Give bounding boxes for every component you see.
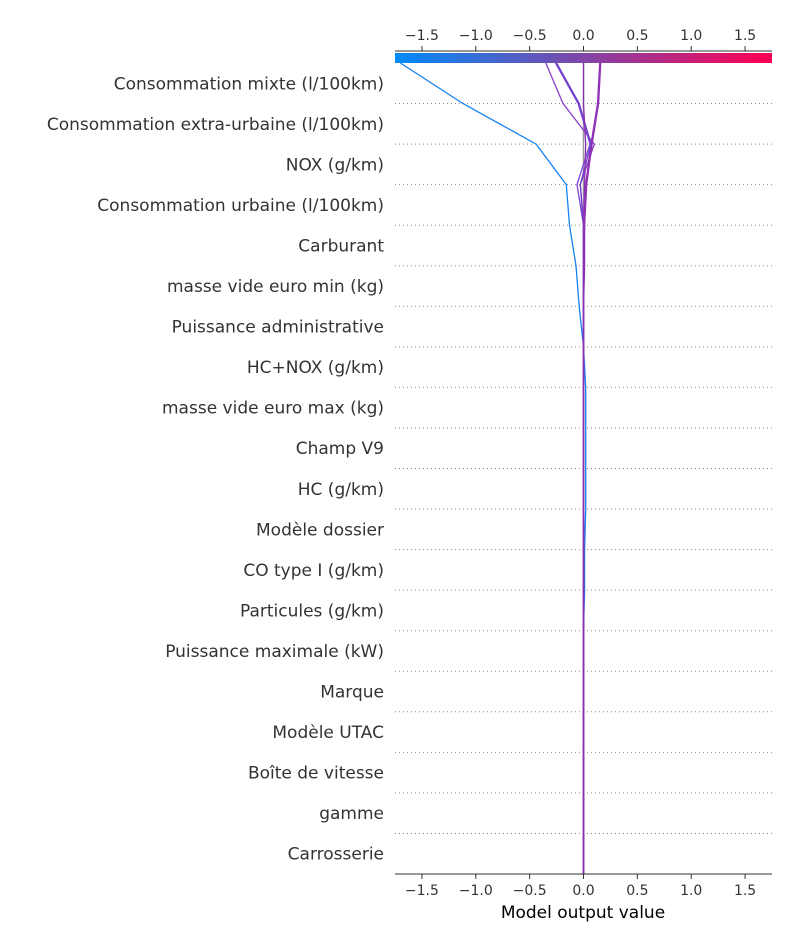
feature-label: Consommation urbaine (l/100km) [97,196,384,216]
feature-label: CO type I (g/km) [243,561,384,581]
top-tick-label: 0.5 [626,28,648,44]
feature-label: HC (g/km) [298,480,384,500]
feature-label: Carburant [298,236,384,256]
bottom-tick-label: −1.5 [405,883,439,899]
feature-label: Marque [320,683,384,703]
feature-label: Consommation mixte (l/100km) [114,74,384,94]
top-tick-label: −1.5 [405,28,439,44]
top-tick-label: 1.5 [734,28,756,44]
top-tick-label: 0.0 [572,28,594,44]
colorbar-strip [395,53,772,63]
top-tick-label: −0.5 [513,28,547,44]
top-tick-label: 1.0 [680,28,702,44]
colorbar [395,53,772,63]
decision-lines [400,62,602,874]
feature-label: masse vide euro max (kg) [162,399,384,419]
bottom-tick-label: −0.5 [513,883,547,899]
bottom-tick-label: 0.5 [626,883,648,899]
feature-label: Puissance maximale (kW) [165,642,384,662]
bottom-tick-label: 0.0 [572,883,594,899]
bottom-axis: −1.5 −1.0 −0.5 0.0 0.5 1.0 1.5 [395,873,772,899]
top-axis: −1.5 −1.0 −0.5 0.0 0.5 1.0 1.5 [395,28,772,52]
feature-label: NOX (g/km) [286,155,384,175]
feature-label: HC+NOX (g/km) [247,358,384,378]
feature-label: masse vide euro min (kg) [167,277,384,297]
top-tick-label: −1.0 [459,28,493,44]
feature-label: Consommation extra-urbaine (l/100km) [47,115,384,135]
feature-label: Modèle UTAC [272,723,384,743]
feature-label: Boîte de vitesse [248,764,384,784]
feature-label: Puissance administrative [172,318,384,338]
feature-label: Particules (g/km) [240,601,384,621]
bottom-tick-label: −1.0 [459,883,493,899]
feature-labels: Consommation mixte (l/100km) Consommation… [47,74,384,864]
bottom-tick-label: 1.0 [680,883,702,899]
bottom-tick-label: 1.5 [734,883,756,899]
feature-label: gamme [319,804,384,824]
feature-label: Champ V9 [296,439,384,459]
decision-line-0 [400,62,587,874]
feature-label: Modèle dossier [256,520,384,540]
x-axis-title: Model output value [501,903,665,923]
decision-line-6 [582,63,587,874]
feature-label: Carrosserie [288,845,384,865]
